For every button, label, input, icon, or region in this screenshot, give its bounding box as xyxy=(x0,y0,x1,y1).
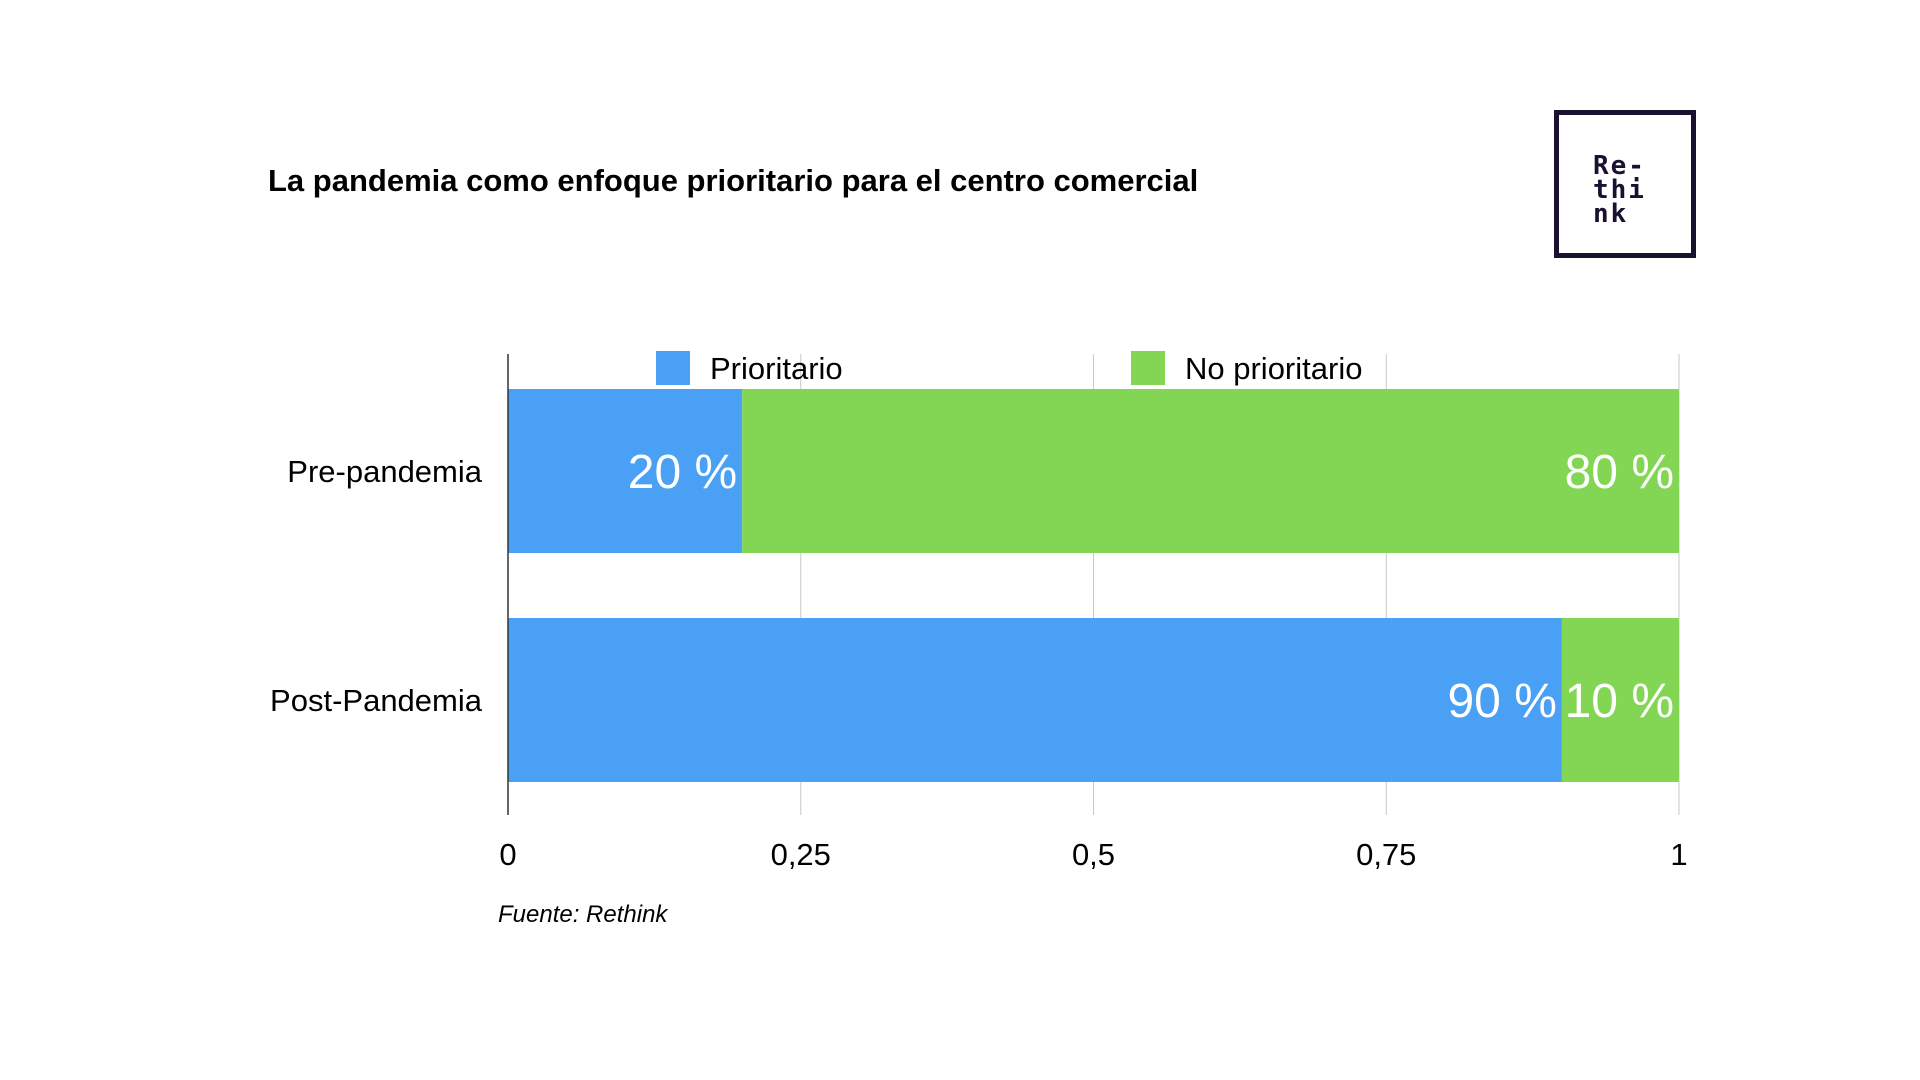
x-tick-label: 0,25 xyxy=(771,837,831,872)
bar-segment xyxy=(508,389,743,553)
data-label: 80 % xyxy=(1565,446,1674,499)
bar-segment xyxy=(742,389,1679,553)
category-label: Pre-pandemia xyxy=(287,454,482,489)
chart-title: La pandemia como enfoque prioritario par… xyxy=(268,163,1199,198)
data-label: 20 % xyxy=(628,446,737,499)
bar-segment xyxy=(1561,618,1679,782)
logo-text-line: Re- xyxy=(1593,151,1646,181)
rethink-logo: Re- thi nk xyxy=(1554,110,1696,258)
data-label: 90 % xyxy=(1447,675,1556,728)
legend-label: Prioritario xyxy=(710,351,843,386)
category-label: Post-Pandemia xyxy=(270,683,483,718)
legend-swatch xyxy=(1131,351,1165,385)
source-note: Fuente: Rethink xyxy=(498,901,668,928)
legend-label: No prioritario xyxy=(1185,351,1362,386)
x-tick-label: 0,75 xyxy=(1356,837,1416,872)
bar-segment xyxy=(508,618,1562,782)
data-label: 10 % xyxy=(1565,675,1674,728)
x-tick-label: 0,5 xyxy=(1072,837,1115,872)
legend-swatch xyxy=(656,351,690,385)
x-tick-label: 0 xyxy=(499,837,516,872)
logo-text-line: thi xyxy=(1593,175,1646,205)
x-tick-label: 1 xyxy=(1670,837,1687,872)
logo-text-line: nk xyxy=(1593,199,1629,229)
